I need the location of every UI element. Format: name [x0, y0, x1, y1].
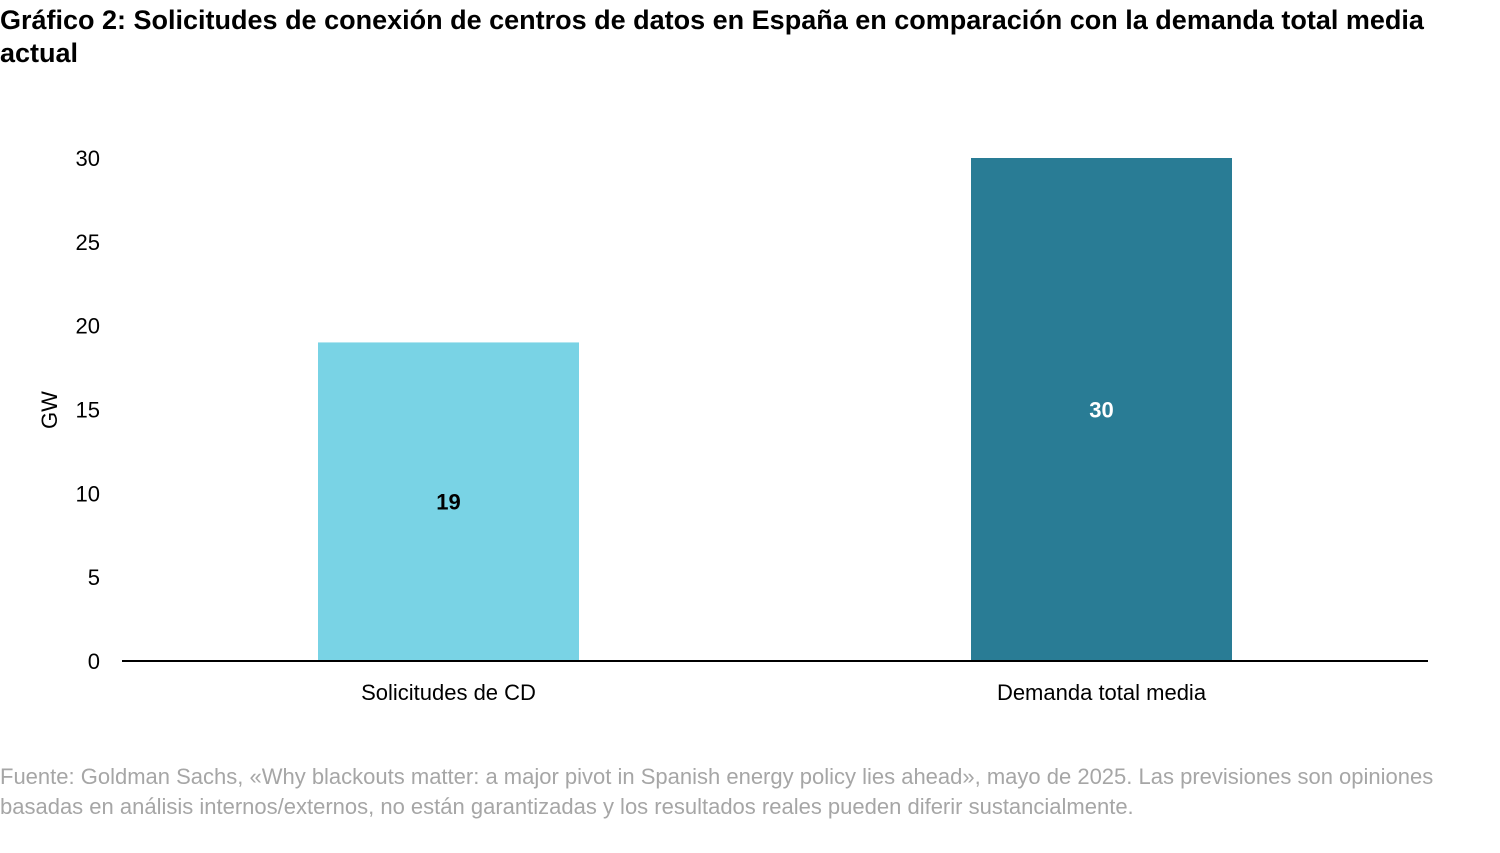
data-label: 30: [1089, 398, 1113, 423]
y-tick-label: 5: [88, 565, 100, 590]
y-axis-label: GW: [37, 391, 62, 429]
y-axis-ticks: 0 5 10 15 20 25 30: [76, 146, 100, 674]
y-tick-label: 25: [76, 230, 100, 255]
y-tick-label: 30: [76, 146, 100, 171]
x-tick-label: Solicitudes de CD: [361, 680, 536, 705]
x-axis-ticks: Solicitudes de CD Demanda total media: [361, 680, 1207, 705]
data-label: 19: [436, 490, 460, 515]
source-note: Fuente: Goldman Sachs, «Why blackouts ma…: [0, 764, 1434, 819]
y-tick-label: 10: [76, 481, 100, 506]
bar: [318, 342, 579, 661]
x-tick-label: Demanda total media: [997, 680, 1207, 705]
y-tick-label: 15: [76, 398, 100, 423]
bar: [971, 158, 1232, 661]
bars: [318, 158, 1232, 661]
y-tick-label: 20: [76, 314, 100, 339]
y-tick-label: 0: [88, 649, 100, 674]
chart-title: Gráfico 2: Solicitudes de conexión de ce…: [0, 5, 1424, 68]
